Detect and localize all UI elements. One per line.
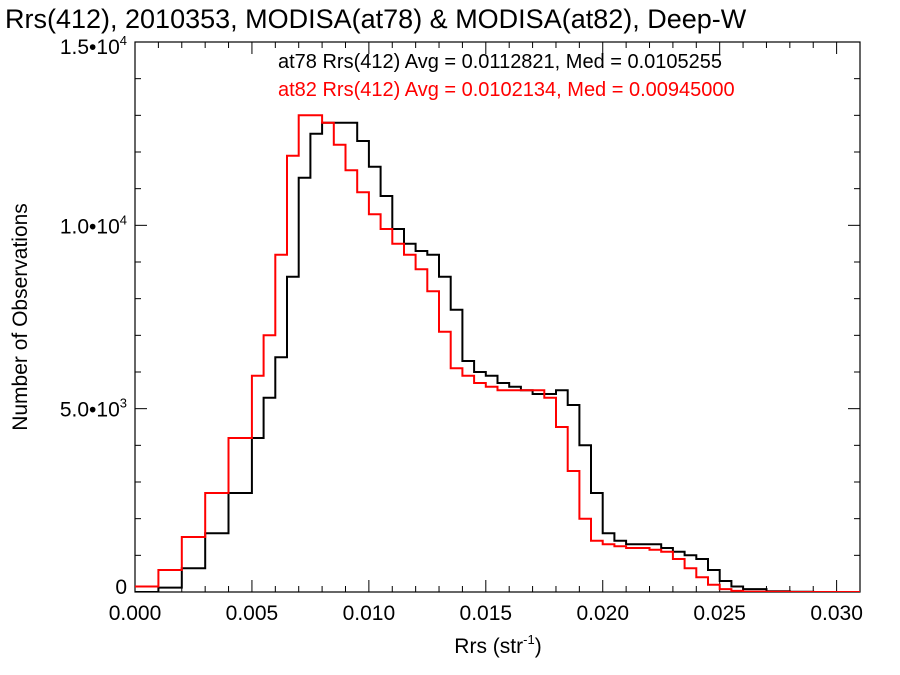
- x-axis-label-main: Rrs (str: [454, 635, 523, 658]
- x-axis-label-close: ): [535, 635, 542, 658]
- legend-at78-stats: at78 Rrs(412) Avg = 0.0112821, Med = 0.0…: [278, 51, 722, 73]
- series-line-at78: [135, 121, 860, 592]
- series-lines: [135, 114, 860, 592]
- x-tick-label: 0.025: [693, 602, 746, 625]
- axis-ticks: [134, 41, 861, 593]
- x-tick-label: 0.015: [460, 602, 513, 625]
- y-tick-label: 1.0•104: [60, 212, 127, 238]
- x-tick-label: 0.010: [343, 602, 396, 625]
- y-tick-label: 0: [115, 576, 127, 599]
- x-axis-label: Rrs (str-1): [454, 632, 541, 658]
- y-tick-label: 5.0•103: [60, 396, 127, 422]
- y-axis-label: Number of Observations: [9, 203, 32, 431]
- x-tick-label: 0.030: [810, 602, 863, 625]
- y-tick-label: 1.5•104: [60, 33, 127, 59]
- series-line-at82: [135, 114, 860, 592]
- x-axis-label-sup: -1: [523, 632, 535, 647]
- x-tick-label: 0.020: [576, 602, 629, 625]
- chart-title: Rrs(412), 2010353, MODISA(at78) & MODISA…: [5, 4, 747, 34]
- legend-at82-stats: at82 Rrs(412) Avg = 0.0102134, Med = 0.0…: [278, 79, 735, 101]
- x-tick-label: 0.005: [226, 602, 279, 625]
- plot-frame: [134, 41, 861, 593]
- x-tick-labels: 0.000 0.005 0.010 0.015 0.020 0.025 0.030: [109, 602, 863, 625]
- x-tick-label: 0.000: [109, 602, 162, 625]
- y-tick-labels: 0 5.0•103 1.0•104 1.5•104: [60, 33, 127, 599]
